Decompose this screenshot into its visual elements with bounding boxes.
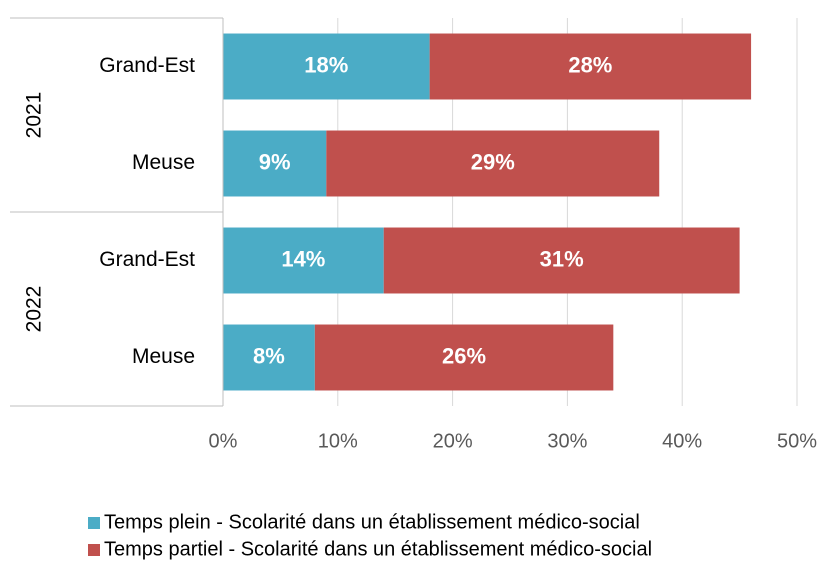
value-label: 31%	[540, 246, 584, 271]
bar-segment	[223, 33, 430, 100]
bar-segment	[223, 324, 315, 391]
category-label: Grand-Est	[99, 54, 195, 77]
x-tick-label: 0%	[209, 430, 238, 452]
x-tick-label: 20%	[433, 430, 473, 452]
value-label: 14%	[281, 246, 325, 271]
x-tick-label: 30%	[547, 430, 587, 452]
bar-segment	[223, 227, 384, 294]
group-label: 2021	[23, 92, 46, 139]
group-label: 2022	[23, 286, 46, 333]
x-tick-label: 10%	[318, 430, 358, 452]
value-label: 9%	[259, 149, 291, 174]
value-label: 26%	[442, 343, 486, 368]
value-label: 8%	[253, 343, 285, 368]
value-label: 18%	[304, 52, 348, 77]
x-tick-label: 40%	[662, 430, 702, 452]
legend-swatch	[88, 517, 100, 529]
category-label: Meuse	[132, 151, 195, 174]
category-label: Meuse	[132, 345, 195, 368]
value-label: 29%	[471, 149, 515, 174]
x-tick-label: 50%	[777, 430, 817, 452]
bar-segment	[383, 227, 740, 294]
bar-segment	[429, 33, 752, 100]
bar-segment	[223, 130, 327, 197]
bar-segment	[314, 324, 614, 391]
value-label: 28%	[568, 52, 612, 77]
legend-swatch	[88, 544, 100, 556]
category-label: Grand-Est	[99, 248, 195, 271]
legend-label: Temps partiel - Scolarité dans un établi…	[104, 538, 652, 560]
bar-segment	[326, 130, 660, 197]
legend-label: Temps plein - Scolarité dans un établiss…	[104, 511, 640, 533]
